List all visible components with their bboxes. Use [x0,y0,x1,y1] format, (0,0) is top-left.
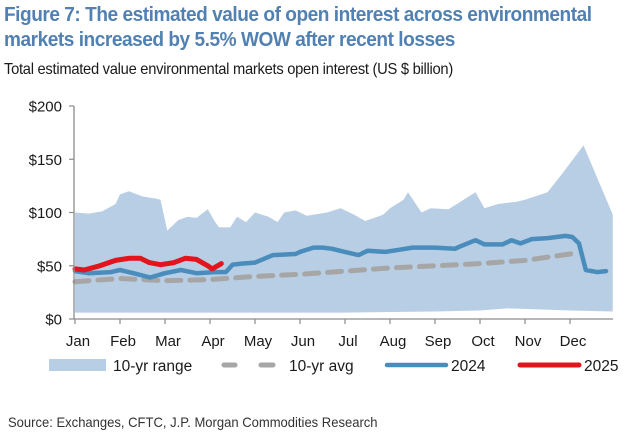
legend-label-2024: 2024 [451,358,486,375]
axes: $0 $50 $100 $150 $200 Jan Feb Mar Apr May Jun Jul Au… [29,99,613,350]
legend-label-2025: 2025 [584,358,618,375]
y-tick-label: $0 [45,312,62,329]
x-tick-label: May [244,333,273,350]
x-tick-label: Jun [291,333,315,350]
range-band [75,145,613,313]
source-note: Source: Exchanges, CFTC, J.P. Morgan Com… [8,414,378,430]
line-2024 [72,233,609,280]
avg-line [72,249,582,285]
x-tick-label: Oct [471,333,495,350]
x-tick-label: Feb [110,333,136,350]
legend-label-avg: 10-yr avg [289,358,354,375]
line-2025 [72,255,224,273]
x-tick-label: Aug [380,333,407,350]
y-tick-label: $100 [29,205,62,222]
x-tick-label: Mar [155,333,181,350]
x-tick-label: Jan [66,333,90,350]
chart-subtitle: Total estimated value environmental mark… [4,61,453,78]
legend-label-range: 10-yr range [113,358,192,375]
x-tick-label: Jul [338,333,357,350]
x-tick-label: Apr [201,333,224,350]
y-tick-label: $150 [29,152,62,169]
x-tick-label: Sep [425,333,452,350]
legend: 10-yr range 10-yr avg 2024 2025 [49,358,618,375]
y-tick-label: $200 [29,99,62,116]
x-tick-label: Nov [515,333,542,350]
plot-area [72,145,613,313]
x-tick-label: Dec [560,333,587,350]
y-tick-label: $50 [37,258,62,275]
figure-title: Figure 7: The estimated value of open in… [4,3,592,51]
legend-swatch-range [49,359,106,371]
